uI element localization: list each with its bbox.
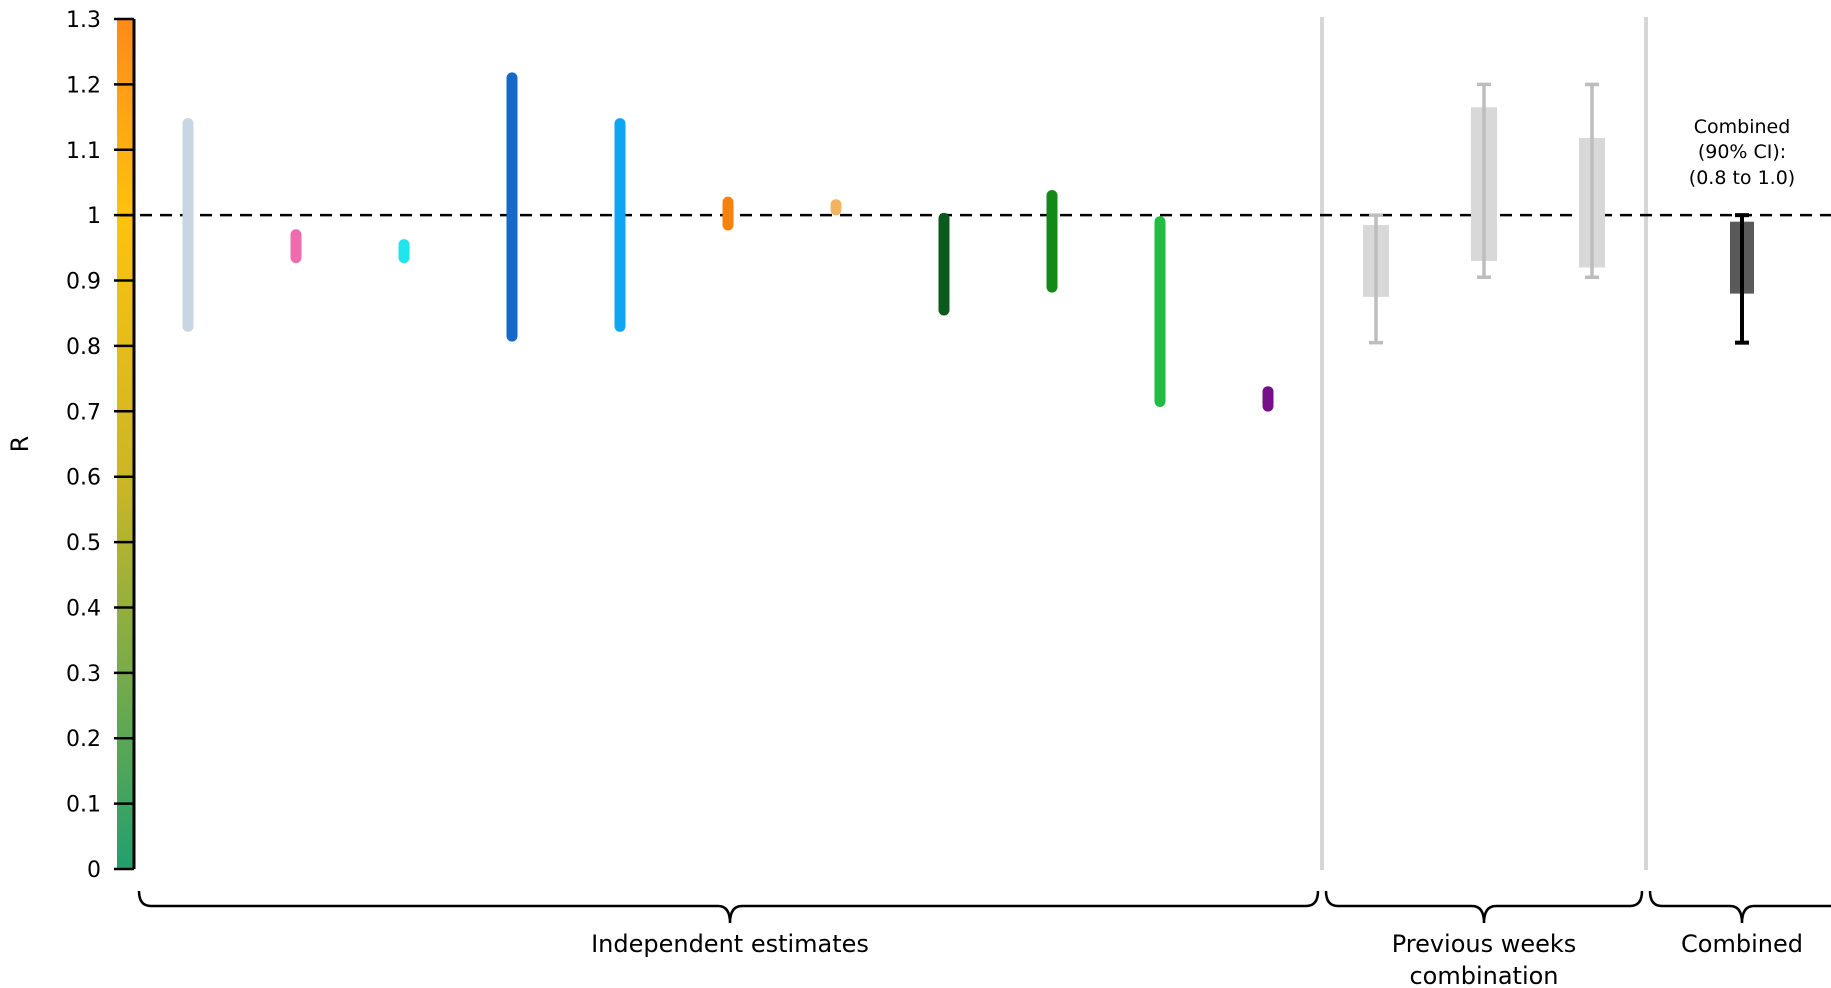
y-tick-label: 0.4 (66, 596, 101, 621)
group-label: Independent estimates (591, 930, 869, 958)
group-label: Previous weeks (1392, 930, 1577, 958)
estimate-bar (938, 212, 950, 316)
estimate-bar (398, 239, 410, 264)
y-tick-label: 1.3 (66, 8, 101, 33)
group-labels: Independent estimates Previous weeks combi… (137, 890, 1831, 988)
annotation-line: Combined (1694, 116, 1791, 138)
estimate-bar (506, 72, 518, 342)
estimate-bar (182, 118, 194, 332)
estimate-bar (290, 229, 302, 264)
y-tick-label: 0.3 (66, 662, 101, 687)
y-axis-label: R (6, 436, 34, 453)
estimate-bar (1154, 216, 1166, 407)
y-tick-label: 0.7 (66, 400, 101, 425)
y-tick-label: 0 (87, 858, 101, 883)
y-tick-label: 0.2 (66, 727, 101, 752)
group-brace (137, 890, 1320, 924)
y-tick-label: 0.8 (66, 335, 101, 360)
y-tick-label: 1.1 (66, 139, 101, 164)
group-brace (1648, 890, 1831, 924)
combined-annotation: Combined (90% CI): (0.8 to 1.0) (1689, 116, 1795, 189)
estimate-bar (1262, 386, 1274, 412)
y-tick-label: 0.1 (66, 793, 101, 818)
estimate-bar (830, 199, 842, 216)
y-tick-label: 0.5 (66, 531, 101, 556)
group-label: Combined (1681, 930, 1803, 958)
estimate-bar (722, 196, 734, 231)
estimate-bar (614, 118, 626, 332)
section-separators (1320, 17, 1648, 870)
annotation-line: (90% CI): (1698, 141, 1786, 163)
colorbar (117, 19, 135, 869)
y-tick-label: 0.9 (66, 270, 101, 295)
y-tick-label: 0.6 (66, 466, 101, 491)
annotation-line: (0.8 to 1.0) (1689, 167, 1795, 189)
y-tick-label: 1.2 (66, 73, 101, 98)
y-axis: 0 0.1 0.2 0.3 0.4 0.5 0.6 0.7 0.8 0.9 1 1.1 1.2 1.3 (66, 8, 136, 883)
y-tick-label: 1 (87, 204, 101, 229)
group-brace (1324, 890, 1644, 924)
estimate-bar (1046, 190, 1058, 293)
group-label: combination (1409, 962, 1558, 988)
chart-marks (182, 72, 1754, 412)
